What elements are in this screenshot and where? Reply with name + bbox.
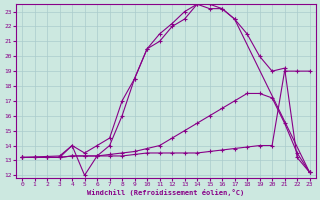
X-axis label: Windchill (Refroidissement éolien,°C): Windchill (Refroidissement éolien,°C) — [87, 189, 244, 196]
